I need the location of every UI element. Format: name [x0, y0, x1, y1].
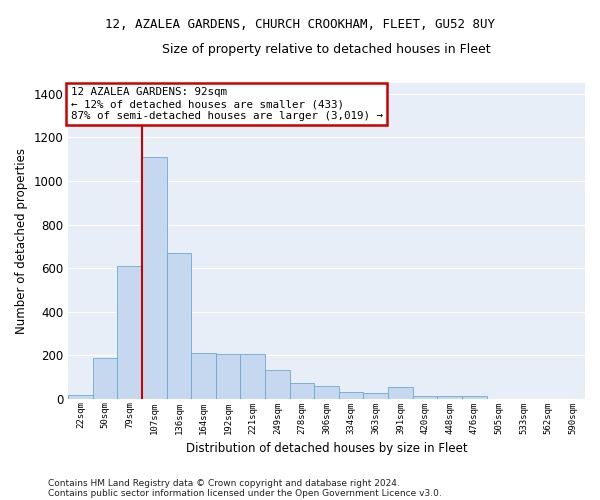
Title: Size of property relative to detached houses in Fleet: Size of property relative to detached ho… — [162, 42, 491, 56]
Bar — [241, 354, 265, 399]
Y-axis label: Number of detached properties: Number of detached properties — [15, 148, 28, 334]
Text: Contains HM Land Registry data © Crown copyright and database right 2024.: Contains HM Land Registry data © Crown c… — [48, 478, 400, 488]
Bar — [216, 354, 241, 399]
Bar — [413, 396, 437, 398]
Bar — [68, 394, 93, 398]
Bar — [314, 386, 339, 398]
Bar — [462, 396, 487, 398]
Bar — [290, 384, 314, 398]
Bar — [437, 396, 462, 398]
Bar — [265, 370, 290, 398]
Text: Contains public sector information licensed under the Open Government Licence v3: Contains public sector information licen… — [48, 488, 442, 498]
Bar — [118, 266, 142, 398]
Bar — [388, 386, 413, 398]
Bar — [364, 393, 388, 398]
X-axis label: Distribution of detached houses by size in Fleet: Distribution of detached houses by size … — [186, 442, 467, 455]
Bar — [191, 353, 216, 399]
Bar — [167, 253, 191, 398]
Text: 12, AZALEA GARDENS, CHURCH CROOKHAM, FLEET, GU52 8UY: 12, AZALEA GARDENS, CHURCH CROOKHAM, FLE… — [105, 18, 495, 30]
Bar — [93, 358, 118, 399]
Bar — [339, 392, 364, 398]
Text: 12 AZALEA GARDENS: 92sqm
← 12% of detached houses are smaller (433)
87% of semi-: 12 AZALEA GARDENS: 92sqm ← 12% of detach… — [71, 88, 383, 120]
Bar — [142, 157, 167, 398]
